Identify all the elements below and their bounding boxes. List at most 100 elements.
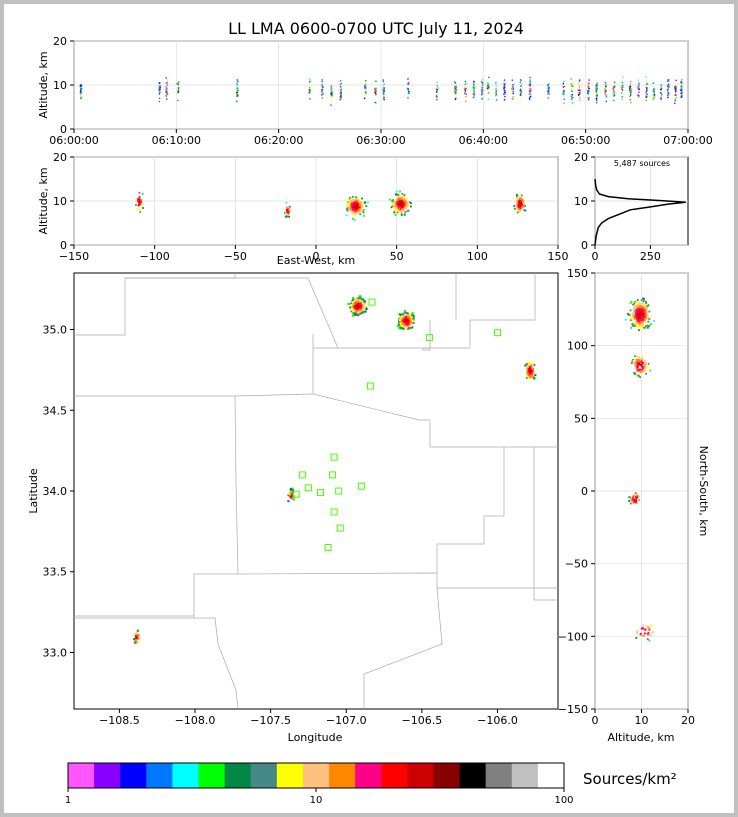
- time-height-source: [330, 96, 333, 98]
- time-height-source: [495, 82, 497, 85]
- time-height-source: [436, 95, 439, 97]
- time-height-source: [512, 90, 515, 93]
- ew-height-source: [349, 197, 351, 199]
- ew-height-source: [406, 202, 409, 205]
- height-ns-source: [636, 324, 639, 327]
- time-height-source: [165, 90, 167, 93]
- ew-height-source: [393, 211, 396, 214]
- ew-height-source: [138, 198, 141, 201]
- time-height-source: [668, 86, 670, 88]
- height-ns-source: [632, 360, 635, 362]
- ew-height-source: [402, 208, 405, 211]
- height-ns-source: [635, 361, 637, 364]
- time-height-source: [571, 85, 573, 87]
- ew-height-source: [396, 211, 399, 214]
- time-height-source: [374, 95, 376, 97]
- ew-height-source: [408, 201, 411, 204]
- ew-height-source: [141, 204, 143, 207]
- time-height-source: [578, 97, 581, 99]
- time-height-source: [605, 90, 607, 92]
- ew-height-source: [405, 199, 407, 202]
- colorbar-cell: [250, 763, 278, 788]
- height-ns-source: [642, 299, 645, 302]
- colorbar-cell: [276, 763, 304, 788]
- time-height-source: [596, 99, 598, 101]
- time-height-source: [629, 89, 631, 92]
- ew-height-source: [355, 201, 357, 204]
- height-ns-source: [632, 494, 635, 497]
- time-height-source: [520, 83, 523, 85]
- time-height-source: [612, 88, 614, 90]
- time-height-panel: 0 10 20 06:00:00 06:10:00 06:20:00 06:30:00 06:…: [37, 35, 713, 147]
- plan-view-source: [359, 305, 363, 308]
- height-ns-source: [635, 306, 637, 308]
- colorbar-tick: 1: [65, 795, 71, 806]
- height-ns-source: [634, 314, 637, 317]
- plan-view-source: [526, 376, 529, 379]
- time-height-source: [236, 100, 238, 103]
- time-height-source: [645, 95, 647, 97]
- time-height-source: [645, 79, 648, 82]
- time-height-source: [408, 83, 410, 86]
- time-height-source: [339, 89, 342, 91]
- ew-height-source: [351, 199, 354, 202]
- time-height-source: [178, 81, 180, 83]
- time-height-source: [177, 91, 180, 94]
- height-ns-source: [638, 300, 640, 303]
- time-height-source: [436, 91, 438, 93]
- plan-view-source: [531, 365, 534, 368]
- time-height-source: [520, 79, 522, 81]
- height-ns-source: [646, 638, 649, 641]
- time-height-source: [562, 92, 564, 94]
- ew-height-source: [519, 200, 522, 203]
- plan-view-source: [362, 298, 365, 301]
- time-height-source: [407, 88, 410, 90]
- height-ns-source: [638, 373, 641, 376]
- time-height-source: [374, 87, 376, 90]
- height-ns-source: [643, 298, 645, 300]
- time-height-source: [495, 84, 497, 86]
- time-height-source: [481, 86, 483, 88]
- height-ns-source: [641, 359, 644, 362]
- height-ns-source: [642, 303, 645, 306]
- time-height-source: [339, 92, 341, 95]
- time-height-source: [237, 88, 239, 90]
- time-height-source: [621, 84, 624, 86]
- time-height-source: [529, 79, 531, 81]
- lma-station-marker: [317, 489, 324, 497]
- ew-height-source: [520, 197, 522, 200]
- time-height-ytick: 0: [60, 123, 67, 136]
- time-height-source: [165, 82, 168, 84]
- time-height-source: [495, 95, 497, 97]
- time-height-source: [571, 98, 573, 100]
- time-height-source: [512, 85, 514, 88]
- height-ns-source: [635, 362, 638, 365]
- time-height-source: [322, 93, 324, 95]
- time-height-xtick: 06:50:00: [561, 134, 610, 147]
- time-height-source: [339, 83, 341, 86]
- height-ns-source: [638, 309, 640, 312]
- time-height-source: [660, 97, 662, 99]
- ew-height-source: [362, 201, 364, 204]
- time-height-source: [667, 96, 669, 99]
- time-height-source: [340, 90, 342, 92]
- ew-height-source: [349, 210, 352, 212]
- ew-height-source: [523, 209, 526, 211]
- colorbar-cell: [381, 763, 408, 788]
- ew-height-source: [516, 205, 518, 208]
- time-height-source: [667, 91, 670, 94]
- ew-height-source: [141, 193, 144, 195]
- time-height-source: [571, 94, 573, 96]
- time-height-source: [320, 89, 323, 91]
- time-height-source: [605, 95, 608, 97]
- height-ns-source: [639, 303, 642, 306]
- time-height-source: [645, 99, 647, 101]
- ew-height-source: [516, 211, 519, 214]
- time-height-source: [511, 88, 514, 90]
- height-ns-source: [644, 312, 646, 314]
- time-height-source: [159, 82, 161, 84]
- ew-height-source: [140, 200, 142, 203]
- time-height-source: [436, 81, 438, 84]
- plan-view-source: [133, 638, 136, 641]
- ew-height-source: [516, 198, 519, 201]
